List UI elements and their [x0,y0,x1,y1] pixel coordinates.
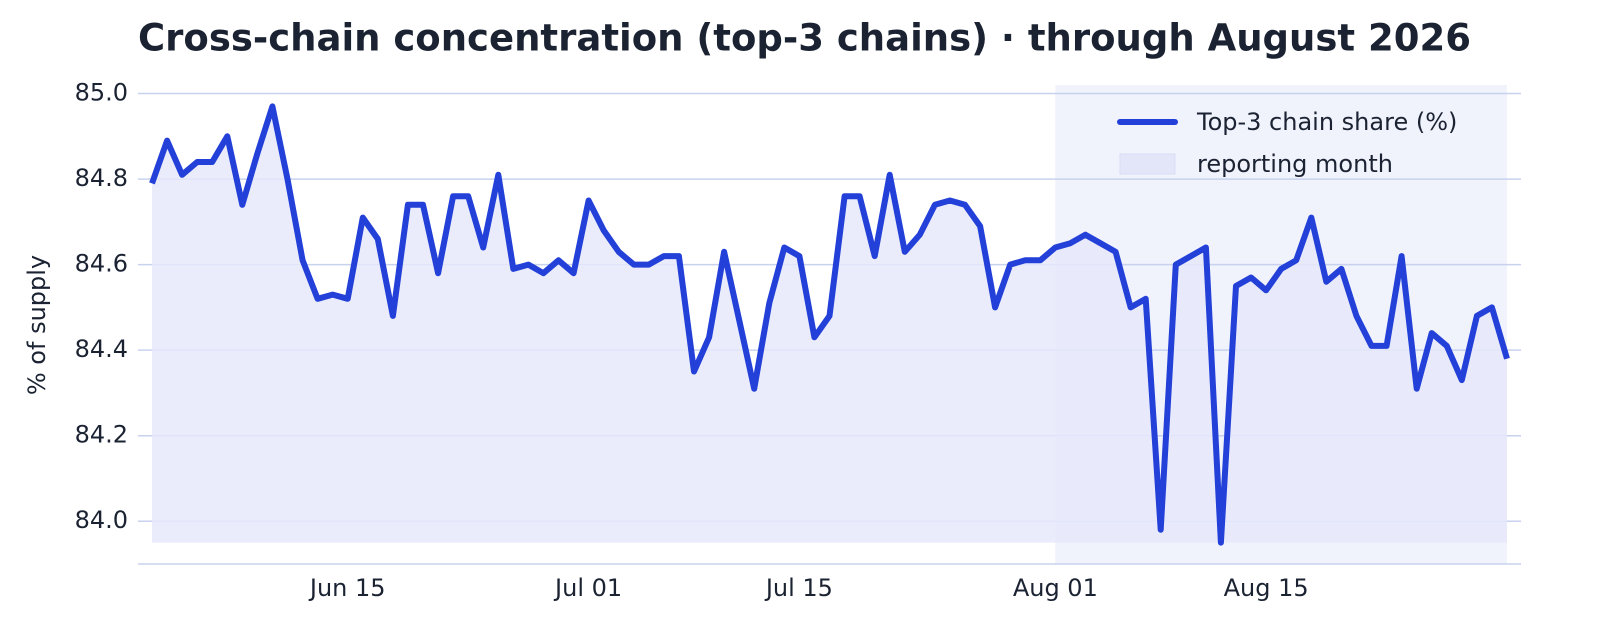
chart-title: Cross-chain concentration (top-3 chains)… [138,17,1471,60]
x-tick-label: Jul 15 [764,574,833,602]
x-tick-label: Aug 15 [1224,574,1309,602]
legend-label: reporting month [1197,150,1393,178]
x-tick-label: Jul 01 [553,574,622,602]
legend-label: Top-3 chain share (%) [1196,108,1457,136]
line [149,103,1510,546]
legend-swatch [1119,153,1176,175]
y-tick-label: 85.0 [75,79,128,107]
y-tick-label: 84.0 [75,506,128,534]
y-tick-label: 84.8 [75,164,128,192]
y-axis-label: % of supply [23,255,51,395]
y-tick-label: 84.2 [75,421,128,449]
y-tick-label: 84.6 [75,250,128,278]
x-tick-label: Jun 15 [308,574,386,602]
x-tick-label: Aug 01 [1013,574,1098,602]
y-tick-label: 84.4 [75,335,128,363]
